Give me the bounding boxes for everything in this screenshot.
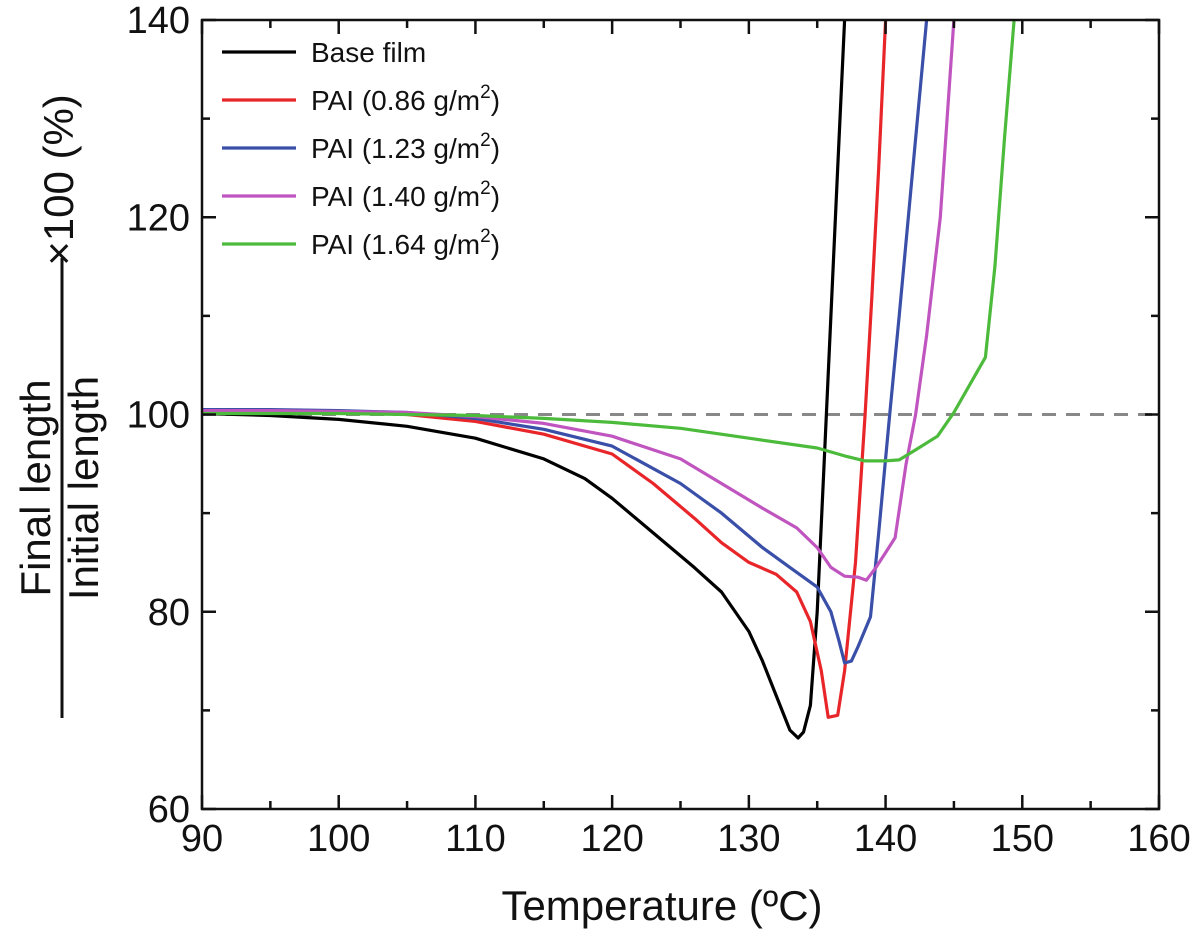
x-tick-label: 110 [445, 818, 506, 860]
y-axis-title: Final length Initial length ×100 (%) [12, 94, 107, 718]
x-tick-label: 130 [717, 818, 780, 860]
x-tick-label: 150 [991, 818, 1054, 860]
legend-label: PAI (1.23 g/m2) [311, 130, 500, 164]
series-line-4 [202, 20, 1016, 463]
y-axis-numerator: Final length [12, 379, 59, 596]
x-tick-label: 160 [1127, 818, 1190, 860]
x-tick-label: 90 [181, 818, 223, 860]
x-tick-labels: 90 100 110 120 130 140 150 160 [181, 818, 1191, 860]
y-tick-label: 80 [148, 592, 190, 634]
legend: Base film PAI (0.86 g/m2) PAI (1.23 g/m2) P… [222, 37, 500, 260]
series-group [202, 20, 1016, 740]
x-tick-label: 120 [580, 818, 643, 860]
x-axis-title: Temperature (ºC) [501, 882, 822, 929]
series-line-1 [202, 20, 888, 719]
legend-label: PAI (1.40 g/m2) [311, 178, 500, 212]
series-line-0 [202, 20, 847, 740]
y-axis-multiplier: ×100 (%) [35, 94, 82, 266]
x-tick-label: 100 [307, 818, 370, 860]
legend-label: PAI (1.64 g/m2) [311, 226, 500, 260]
plot-frame [200, 18, 1161, 811]
y-tick-label: 120 [127, 197, 190, 239]
y-tick-label: 60 [148, 789, 190, 831]
y-axis-denominator: Initial length [60, 376, 107, 600]
y-tick-label: 140 [127, 0, 190, 42]
y-tick-label: 100 [127, 395, 190, 437]
legend-label: Base film [311, 37, 426, 68]
x-tick-label: 140 [854, 818, 917, 860]
y-tick-labels: 60 80 100 120 140 [127, 0, 190, 831]
legend-label: PAI (0.86 g/m2) [311, 82, 500, 116]
